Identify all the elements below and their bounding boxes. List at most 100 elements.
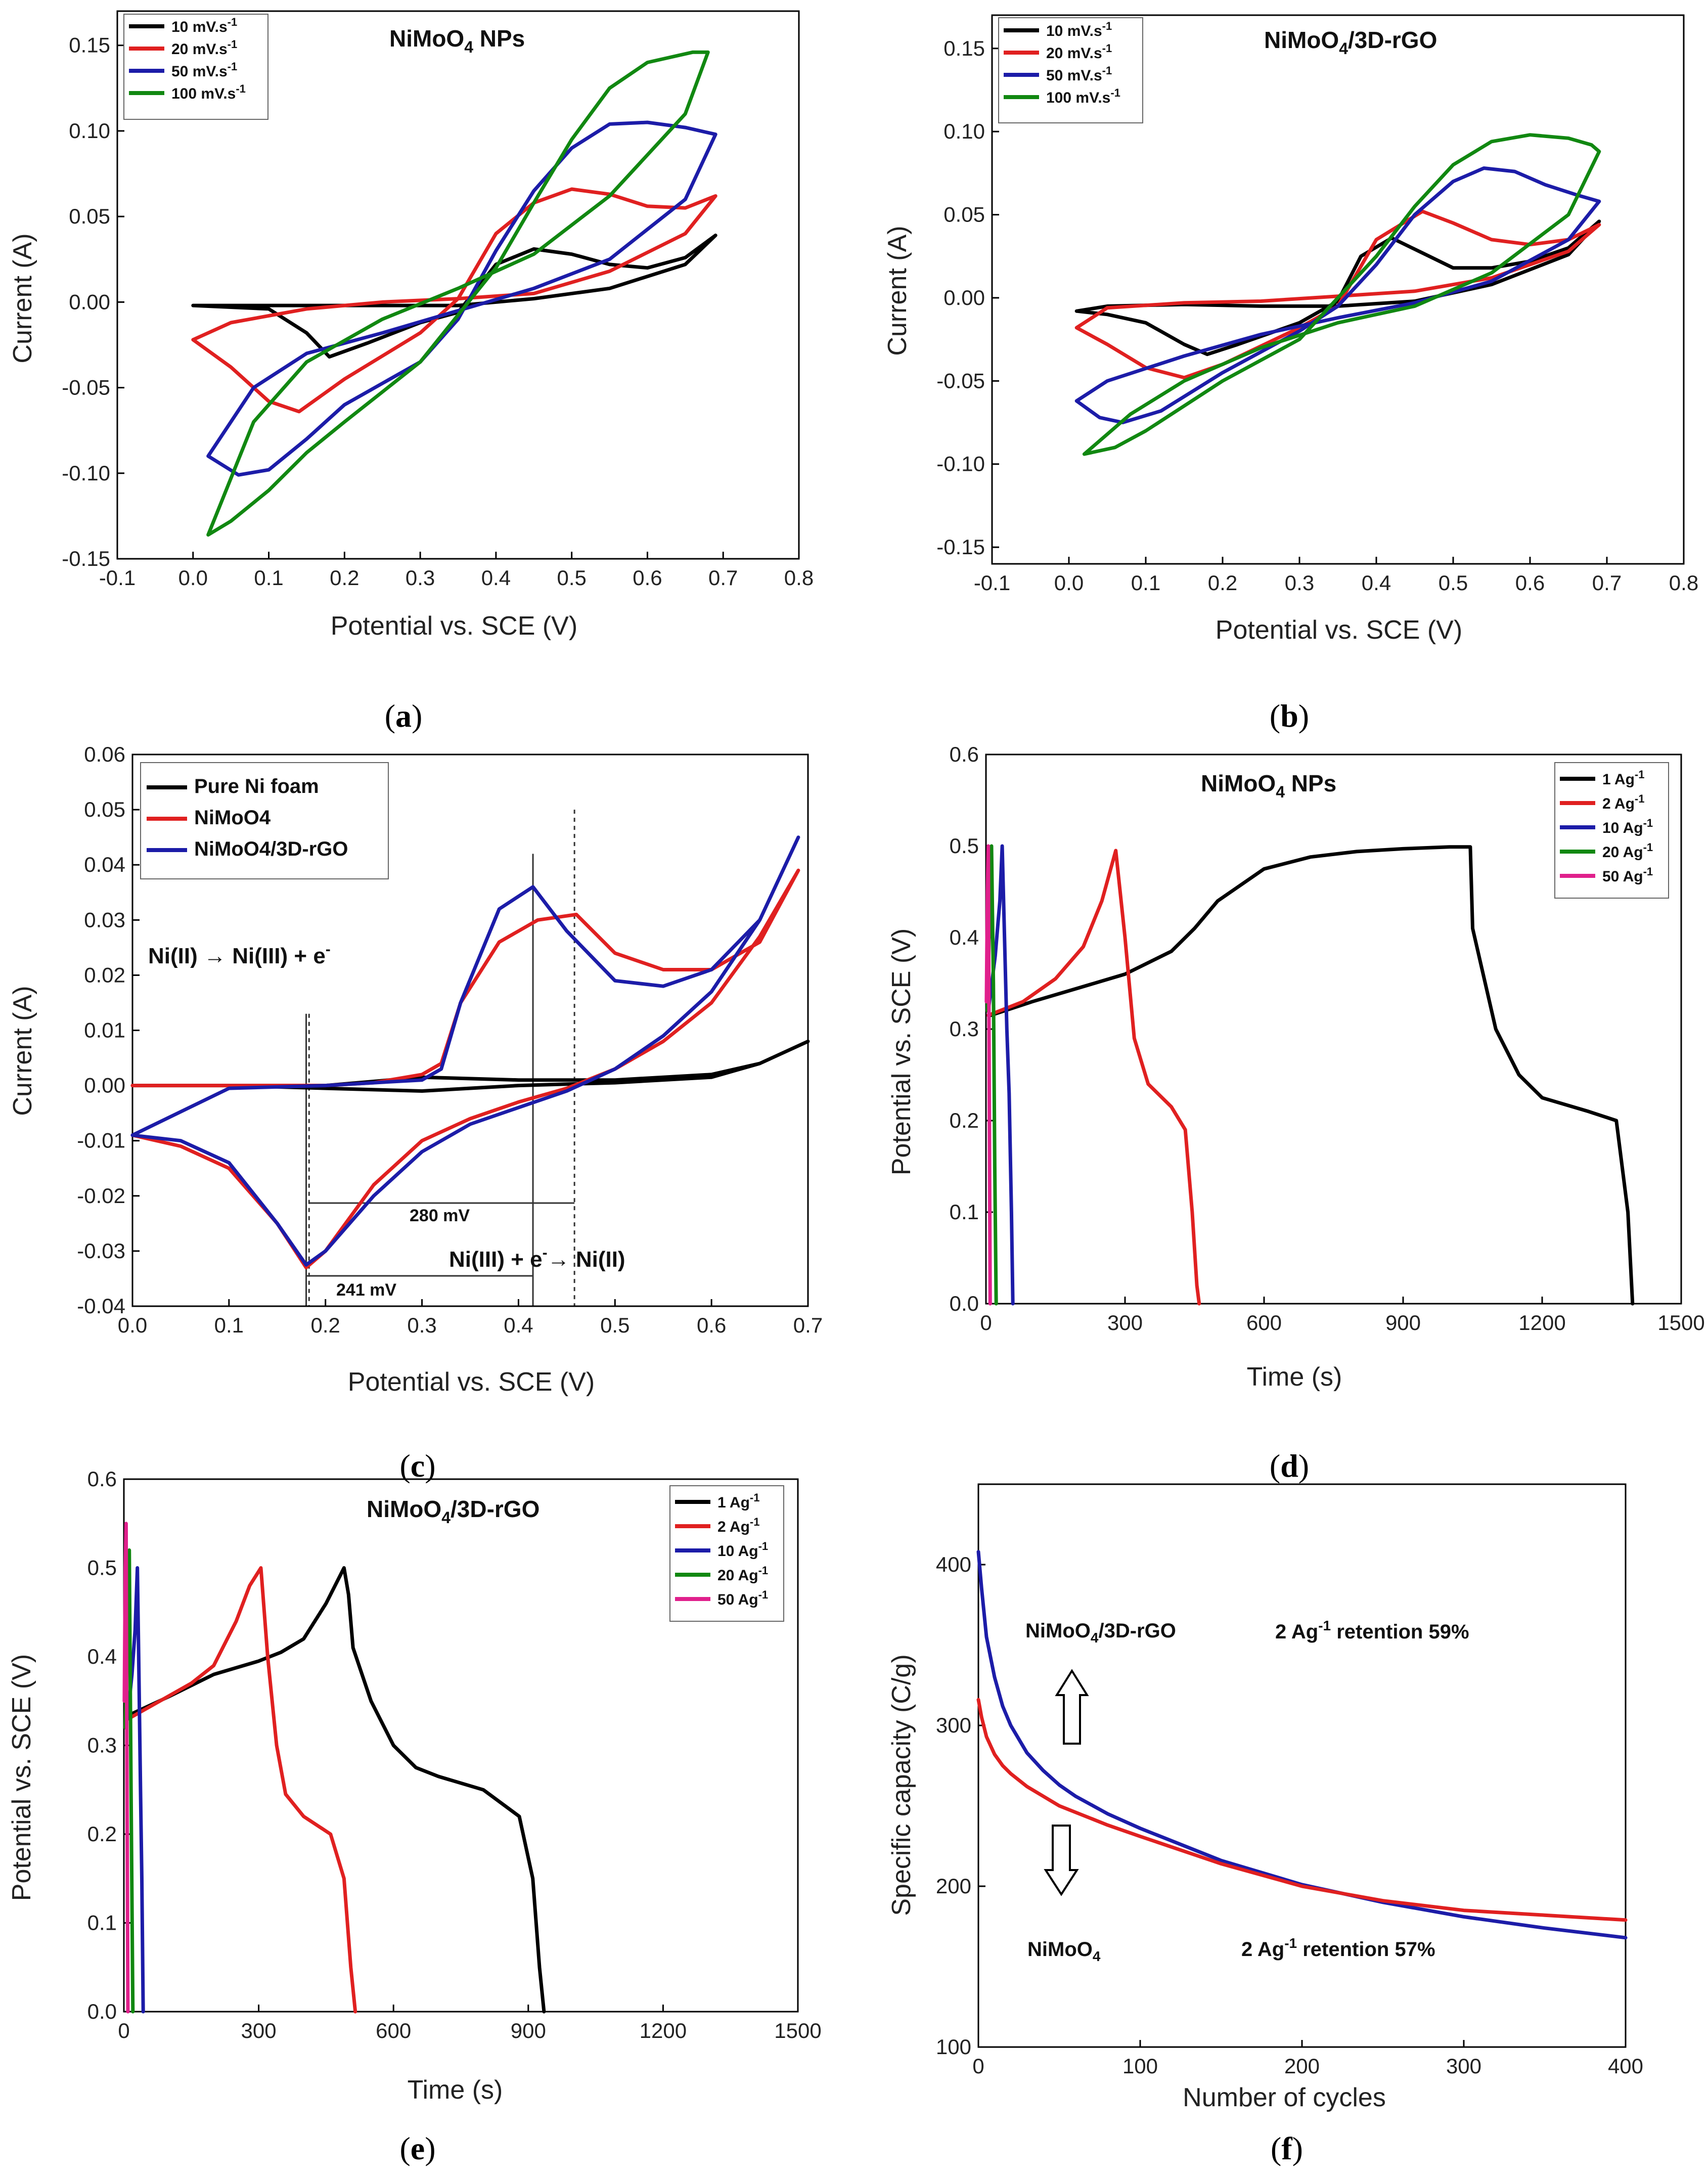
panel-f-bottom-retention: 2 Ag-1 retention 57% <box>1241 1935 1435 1961</box>
panel-c-label: (c) <box>399 1448 435 1484</box>
panel-b-plot: -0.1 0.0 0.1 0.2 0.3 0.4 0.5 0.6 0.7 0.8 -0.15 -0.1… <box>936 14 1698 595</box>
panel-d-ylabel: Potential vs. SCE (V) <box>887 928 916 1175</box>
panel-c-oxidation-annotation: Ni(II) → Ni(III) + e- <box>148 941 331 968</box>
svg-text:NiMoO4/3D-rGO: NiMoO4/3D-rGO <box>367 1496 540 1527</box>
panel-d-legend-label: 2 Ag-1 <box>1602 792 1644 812</box>
panel-b-series-0 <box>1074 219 1601 357</box>
panel-e-xtick-label: 300 <box>241 2019 277 2042</box>
panel-b-ytick-label: -0.10 <box>936 452 985 476</box>
panel-e-plot: 0 300 600 900 1200 1500 0.0 0.1 0.2 0.3 0.4 0.5 0.6 <box>87 1467 822 2042</box>
panel-d-legend: 1 Ag-1 2 Ag-1 10 Ag-1 20 Ag-1 50 Ag-1 <box>1554 762 1669 899</box>
panel-e-title: NiMoO4/3D-rGO <box>367 1496 540 1527</box>
panel-b-ylabel: Current (A) <box>883 226 912 356</box>
panel-e-legend-label: 10 Ag-1 <box>717 1540 768 1560</box>
panel-a: -0.1 0.0 0.1 0.2 0.3 0.4 0.5 0.6 0.7 0.8 -0.15 -0.1… <box>8 10 814 734</box>
panel-e-legend-label: 2 Ag-1 <box>717 1516 759 1535</box>
panel-a-series-1 <box>191 187 717 414</box>
panel-d-ytick-label: 0.0 <box>950 1292 979 1315</box>
panel-e-ytick-label: 0.5 <box>87 1556 117 1580</box>
panel-c-ytick-label: 0.04 <box>84 853 125 876</box>
panel-e-series-1 <box>126 1566 357 2014</box>
panel-c-ytick-label: -0.03 <box>77 1239 125 1263</box>
panel-b-ytick-label: 0.10 <box>943 119 985 143</box>
panel-f-xtick-label: 400 <box>1608 2054 1643 2078</box>
panel-b-frame <box>991 14 1685 565</box>
panel-d-xtick-label: 900 <box>1385 1311 1421 1335</box>
panel-b-legend-label: 50 mV.s-1 <box>1046 64 1112 84</box>
panel-c-series-2 <box>130 835 800 1267</box>
panel-d-series-2 <box>986 844 1015 1306</box>
panel-e-ytick-label: 0.2 <box>87 1822 117 1846</box>
panel-a-frame <box>116 10 800 560</box>
panel-f-xtick-label: 300 <box>1446 2054 1481 2078</box>
panel-c-ytick-label: 0.05 <box>84 797 125 821</box>
panel-b-xtick-label: 0.3 <box>1285 571 1314 595</box>
panel-b-label: (b) <box>1270 698 1309 734</box>
panel-c-guides <box>305 810 575 1306</box>
panel-c-reduction-annotation: Ni(III) + e-→ Ni(II) <box>449 1245 625 1272</box>
panel-c-ytick-label: 0.03 <box>84 908 125 931</box>
panel-a-ytick-label: 0.00 <box>69 290 110 314</box>
panel-c-xlabel: Potential vs. SCE (V) <box>348 1367 595 1397</box>
panel-b-xtick-label: 0.1 <box>1131 571 1160 595</box>
panel-e-series-4 <box>122 1522 130 2014</box>
panel-b-ytick-label: 0.05 <box>943 203 985 227</box>
panel-c-ytick-label: 0.00 <box>84 1074 125 1097</box>
panel-d-legend-label: 1 Ag-1 <box>1602 768 1644 788</box>
panel-e-legend-label: 50 Ag-1 <box>717 1588 768 1608</box>
panel-d-series-4 <box>984 844 992 1306</box>
panel-a-legend-label: 20 mV.s-1 <box>171 38 237 58</box>
panel-b-legend-label: 10 mV.s-1 <box>1046 20 1112 39</box>
panel-a-series-2 <box>206 120 717 477</box>
panel-a-xtick-label: -0.1 <box>99 566 136 590</box>
panel-f-ylabel: Specific capacity (C/g) <box>887 1654 916 1916</box>
panel-e-xtick-label: 900 <box>511 2019 546 2042</box>
panel-b-xtick-label: 0.5 <box>1439 571 1468 595</box>
panel-a-ytick-label: -0.10 <box>62 461 110 485</box>
panel-c-ytick-label: 0.01 <box>84 1018 125 1042</box>
panel-a-xtick-label: 0.2 <box>330 566 359 590</box>
panel-f-xtick-label: 200 <box>1284 2054 1320 2078</box>
panel-a-title: NiMoO4 NPs <box>389 25 525 56</box>
panel-c-xtick-label: 0.7 <box>793 1313 823 1337</box>
panel-b-series-1 <box>1074 209 1601 380</box>
panel-d-ytick-label: 0.1 <box>950 1200 979 1224</box>
panel-b-series-3 <box>1082 133 1601 456</box>
panel-f-xtick-label: 0 <box>972 2054 984 2078</box>
panel-d-xtick-label: 1500 <box>1657 1311 1704 1335</box>
panel-d-xtick-label: 0 <box>980 1311 992 1335</box>
panel-f-top-label: NiMoO4/3D-rGO <box>1025 1620 1176 1646</box>
panel-c-legend-label: NiMoO4/3D-rGO <box>194 838 348 860</box>
panel-d-legend-label: 20 Ag-1 <box>1602 841 1653 861</box>
panel-a-ytick-label: 0.15 <box>69 33 110 57</box>
panel-d-ytick-label: 0.5 <box>950 834 979 858</box>
panel-f-top-retention: 2 Ag-1 retention 59% <box>1275 1618 1469 1643</box>
panel-a-xtick-label: 0.8 <box>784 566 814 590</box>
panel-e-ylabel: Potential vs. SCE (V) <box>7 1654 36 1901</box>
panel-e-series-2 <box>125 1566 145 2014</box>
panel-b-title: NiMoO4/3D-rGO <box>1264 27 1437 58</box>
panel-c-series-0 <box>130 1039 810 1093</box>
panel-b-legend-label: 100 mV.s-1 <box>1046 86 1120 106</box>
panel-f-down-arrow-icon <box>1044 1825 1079 1896</box>
panel-d-legend-label: 10 Ag-1 <box>1602 817 1653 836</box>
panel-b-xtick-label: -0.1 <box>974 571 1010 595</box>
panel-e-xtick-label: 1500 <box>774 2019 821 2042</box>
panel-c-xtick-label: 0.2 <box>311 1313 340 1337</box>
panel-c-xtick-label: 0.6 <box>697 1313 726 1337</box>
panel-f-ytick-label: 200 <box>936 1874 971 1898</box>
panel-c-xtick-label: 0.3 <box>407 1313 436 1337</box>
panel-a-legend-label: 100 mV.s-1 <box>171 82 246 102</box>
panel-d-xlabel: Time (s) <box>1247 1362 1342 1392</box>
panel-e-legend: 1 Ag-1 2 Ag-1 10 Ag-1 20 Ag-1 50 Ag-1 <box>669 1485 784 1622</box>
panel-c-ytick-label: -0.02 <box>77 1184 125 1208</box>
panel-b-xtick-label: 0.6 <box>1515 571 1545 595</box>
svg-text:NiMoO4 NPs: NiMoO4 NPs <box>1201 770 1336 801</box>
panel-d-ytick-label: 0.2 <box>950 1108 979 1132</box>
panel-a-xtick-label: 0.7 <box>708 566 738 590</box>
panel-e-xtick-label: 0 <box>118 2019 129 2042</box>
panel-a-ytick-label: -0.15 <box>62 547 110 570</box>
panel-a-legend-label: 10 mV.s-1 <box>171 16 237 35</box>
